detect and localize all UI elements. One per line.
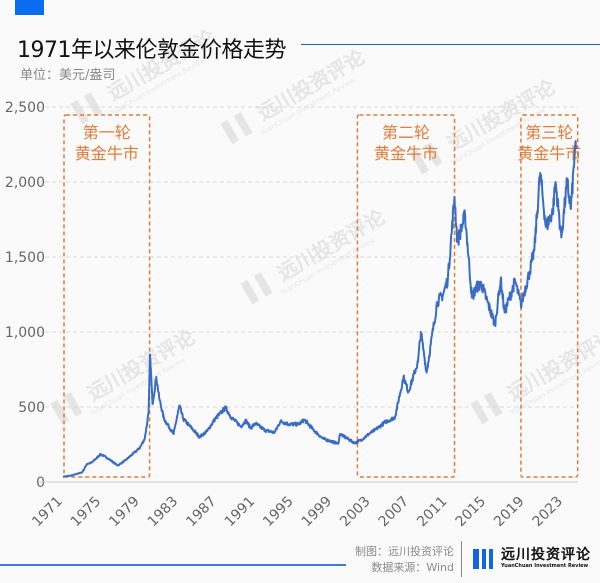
y-tick-label: 1,500 — [5, 250, 45, 266]
brand-logo: 远川投资评论 YuanChuan Investment Review — [473, 548, 591, 569]
x-tick-label: 2023 — [530, 494, 567, 531]
source-text: 数据来源：Wind — [371, 561, 454, 574]
bull-market-label: 第三轮 — [525, 123, 573, 142]
maker-text: 制图：远川投资评论 — [355, 545, 454, 558]
x-tick-label: 1975 — [68, 494, 105, 531]
bull-market-label: 黄金牛市 — [374, 144, 438, 163]
logo-name: 远川投资评论 — [501, 547, 591, 563]
svg-text:▌▌ 远川投资评论: ▌▌ 远川投资评论 — [70, 24, 220, 125]
x-tick-label: 1991 — [222, 494, 259, 531]
y-tick-label: 500 — [18, 400, 45, 416]
gold-price-line — [62, 140, 578, 478]
logo-bars-icon — [473, 548, 493, 569]
x-tick-label: 2007 — [376, 494, 413, 531]
bull-market-box — [520, 114, 579, 478]
svg-text:▌▌ 远川投资评论: ▌▌ 远川投资评论 — [240, 204, 390, 305]
footer-divider — [0, 564, 346, 566]
title-divider — [301, 44, 600, 45]
x-tick-label: 1999 — [299, 494, 336, 531]
x-tick-label: 2003 — [337, 494, 374, 531]
credits: 制图：远川投资评论 数据来源：Wind — [355, 544, 454, 576]
x-tick-label: 1971 — [29, 494, 66, 531]
x-tick-label: 1983 — [145, 494, 182, 531]
svg-text:▌▌ 远川投资评论: ▌▌ 远川投资评论 — [220, 44, 370, 145]
bull-market-label: 第一轮 — [83, 123, 131, 142]
bull-market-label: 第二轮 — [382, 123, 430, 142]
y-tick-label: 0 — [36, 475, 45, 491]
x-tick-label: 1987 — [183, 494, 220, 531]
x-tick-label: 2015 — [453, 494, 490, 531]
footer-separator — [461, 541, 462, 577]
chart-title: 1971年以来伦敦金价格走势 — [17, 38, 287, 63]
bull-market-label: 黄金牛市 — [517, 144, 581, 163]
y-tick-label: 2,500 — [5, 100, 45, 116]
y-tick-label: 2,000 — [5, 175, 45, 191]
bull-market-box — [63, 114, 151, 478]
y-tick-label: 1,000 — [5, 325, 45, 341]
bull-market-label: 黄金牛市 — [75, 144, 139, 163]
x-tick-label: 2011 — [414, 494, 451, 531]
x-tick-label: 2019 — [491, 494, 528, 531]
x-tick-label: 1995 — [260, 494, 297, 531]
bull-market-box — [356, 114, 456, 478]
logo-sub: YuanChuan Investment Review — [501, 563, 589, 569]
accent-bar — [15, 0, 44, 15]
x-tick-label: 1979 — [106, 494, 143, 531]
unit-label: 单位：美元/盎司 — [20, 68, 116, 83]
